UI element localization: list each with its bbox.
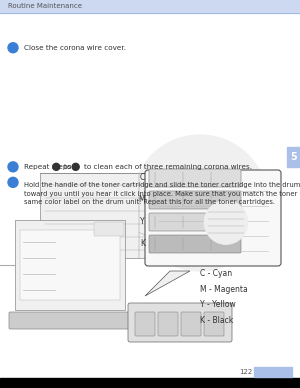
Text: Hold the handle of the toner cartridge and slide the toner cartridge into the dr: Hold the handle of the toner cartridge a… (24, 182, 300, 188)
Text: C: C (140, 173, 145, 182)
Circle shape (53, 163, 60, 170)
Circle shape (8, 43, 18, 53)
Circle shape (8, 162, 18, 172)
FancyBboxPatch shape (94, 222, 124, 236)
Text: 5: 5 (290, 152, 297, 162)
FancyBboxPatch shape (158, 312, 178, 336)
Text: toward you until you hear it click into place. Make sure that you match the tone: toward you until you hear it click into … (24, 191, 300, 197)
Text: K: K (140, 239, 145, 248)
Text: same color label on the drum unit. Repeat this for all the toner cartridges.: same color label on the drum unit. Repea… (24, 199, 275, 205)
Text: M: M (138, 196, 145, 204)
Circle shape (132, 135, 268, 271)
FancyBboxPatch shape (149, 235, 241, 253)
Polygon shape (145, 271, 190, 296)
Text: C - Cyan: C - Cyan (200, 269, 232, 278)
FancyBboxPatch shape (40, 173, 220, 258)
Text: Y: Y (140, 218, 145, 227)
Circle shape (204, 201, 248, 244)
FancyBboxPatch shape (145, 170, 281, 266)
Bar (287, 147, 300, 167)
Circle shape (72, 163, 79, 170)
FancyBboxPatch shape (149, 213, 241, 231)
Text: K - Black: K - Black (200, 315, 233, 325)
Circle shape (8, 177, 18, 187)
Text: Routine Maintenance: Routine Maintenance (8, 3, 82, 9)
FancyBboxPatch shape (204, 312, 224, 336)
FancyBboxPatch shape (135, 312, 155, 336)
FancyBboxPatch shape (149, 169, 241, 187)
FancyBboxPatch shape (9, 312, 131, 329)
Bar (0, 0, 300, 13)
Text: 122: 122 (239, 369, 252, 375)
FancyBboxPatch shape (128, 303, 232, 342)
FancyBboxPatch shape (181, 312, 201, 336)
Bar (0, 378, 300, 388)
Text: to clean each of three remaining corona wires.: to clean each of three remaining corona … (84, 164, 252, 170)
FancyBboxPatch shape (20, 230, 120, 300)
Text: Repeat steps: Repeat steps (24, 164, 74, 170)
Bar (254, 367, 292, 377)
Text: M - Magenta: M - Magenta (200, 284, 247, 294)
FancyBboxPatch shape (15, 220, 125, 310)
Text: Close the corona wire cover.: Close the corona wire cover. (24, 45, 126, 51)
Text: Y - Yellow: Y - Yellow (200, 300, 235, 309)
Text: to: to (64, 164, 74, 170)
FancyBboxPatch shape (149, 191, 241, 209)
